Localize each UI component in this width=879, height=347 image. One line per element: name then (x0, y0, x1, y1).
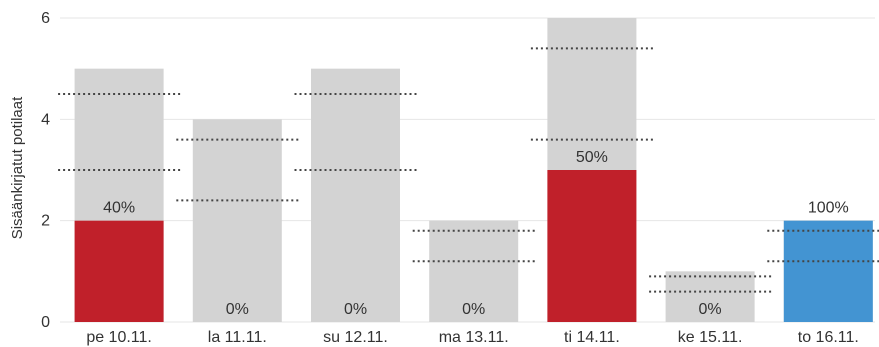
bar-highlighted (74, 220, 164, 322)
x-tick-label: ma 13.11. (439, 329, 509, 346)
percent-label: 40% (103, 200, 135, 217)
y-tick-label: 0 (41, 314, 50, 331)
percent-label: 0% (462, 301, 485, 318)
y-tick-label: 4 (41, 111, 50, 128)
percent-label: 50% (576, 149, 608, 166)
y-axis-label: Sisäänkirjatut potilaat (9, 96, 26, 239)
bar-total (311, 68, 400, 323)
percent-label: 0% (344, 301, 367, 318)
bar-total (429, 220, 519, 322)
x-tick-label: la 11.11. (208, 329, 267, 346)
percent-label: 0% (699, 301, 722, 318)
bar-total (192, 119, 282, 322)
x-tick-label: pe 10.11. (86, 329, 152, 346)
x-tick-label: ti 14.11. (564, 329, 620, 346)
y-tick-label: 2 (41, 213, 50, 230)
bar-total (665, 271, 755, 322)
percent-label: 100% (808, 200, 849, 217)
bar-highlighted (547, 170, 637, 322)
y-tick-label: 6 (41, 10, 50, 27)
percent-label: 0% (226, 301, 249, 318)
x-tick-label: ke 15.11. (678, 329, 743, 346)
x-axis-ticks: pe 10.11. la 11.11. su 12.11. ma 13.11. ti 1… (86, 329, 859, 346)
percent-labels: 40% 0% 0% 0% 50% 0% 100% (103, 149, 849, 318)
bars (74, 18, 873, 323)
bar-highlighted (783, 220, 873, 322)
x-tick-label: to 16.11. (798, 329, 859, 346)
x-tick-label: su 12.11. (323, 329, 388, 346)
y-axis-ticks: 0 2 4 6 (41, 10, 50, 331)
reference-lines (58, 47, 879, 293)
